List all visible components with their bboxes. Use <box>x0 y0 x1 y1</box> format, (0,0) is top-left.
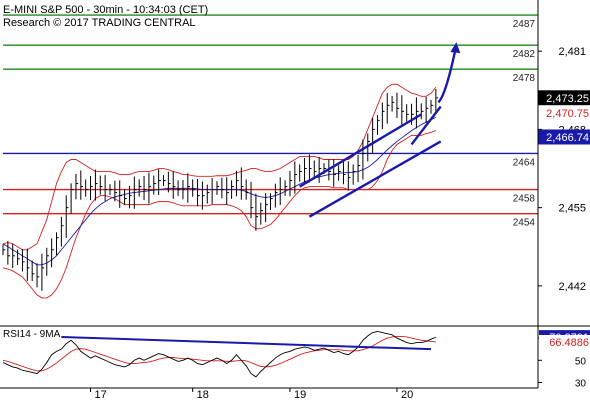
level-label-2487: 2487 <box>513 19 536 30</box>
level-label-2458: 2458 <box>513 194 536 205</box>
level-label-2478: 2478 <box>513 73 536 84</box>
rsi-panel <box>2 330 437 378</box>
series-line-0 <box>2 83 437 251</box>
chart-title: E-MINI S&P 500 - 30min - 10:34:03 (CET) <box>3 4 208 16</box>
level-lines: 2487 2482 2478 2464 2458 2454 <box>3 14 538 229</box>
price-tag-label: 2,473.25 <box>546 93 589 105</box>
price-tick-label: 2,481 <box>558 46 586 58</box>
level-label-2464: 2464 <box>513 157 536 168</box>
price-tick-label: 2,455 <box>558 203 586 215</box>
rsi-tag-box <box>539 334 590 349</box>
price-tag-label: 2,470.75 <box>546 108 589 120</box>
rsi-ma-line <box>2 335 436 372</box>
rsi-label: RSI14 - 9MA <box>3 329 61 340</box>
time-tick-label: 19 <box>294 389 306 400</box>
level-label-2482: 2482 <box>513 49 536 60</box>
rsi-line <box>2 330 437 378</box>
rsi-tick-label: 50 <box>575 356 587 367</box>
projection-arrow-shaft <box>437 49 457 104</box>
indicator-lines <box>2 83 437 299</box>
rsi-tick-label: 30 <box>575 378 587 389</box>
price-tick-label: 2,442 <box>558 281 586 293</box>
trendline-0 <box>299 113 422 188</box>
rsi-trendline <box>61 335 432 351</box>
price-tag-box <box>538 129 590 145</box>
price-tag-box <box>538 105 590 121</box>
level-label-2454: 2454 <box>513 218 536 229</box>
chart-subtitle: Research © 2017 TRADING CENTRAL <box>3 17 196 29</box>
time-tick-label: 18 <box>197 389 209 400</box>
trendline-1 <box>308 140 442 218</box>
projection-arrow-head <box>450 42 461 54</box>
trendlines <box>299 42 461 218</box>
rsi-tag-label: 66.4886 <box>549 337 589 349</box>
series-line-2 <box>2 116 437 266</box>
price-tags: 2,473.252,470.752,466.7470.879166.4886 <box>538 90 590 349</box>
price-tag-box <box>538 90 590 106</box>
price-tag-label: 2,466.74 <box>546 132 589 144</box>
time-tick-label: 20 <box>401 389 413 400</box>
time-tick-label: 17 <box>95 389 107 400</box>
series-line-1 <box>2 130 437 299</box>
trendline-2 <box>410 105 442 146</box>
